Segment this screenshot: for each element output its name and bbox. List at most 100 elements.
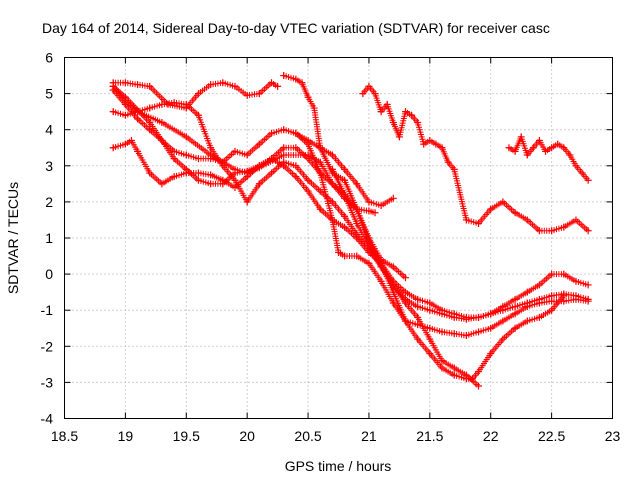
data-point [462,216,470,224]
data-point [395,133,403,141]
data-point [389,288,397,296]
data-point [255,180,263,188]
data-point [109,86,117,94]
data-point [328,151,336,159]
data-point [127,137,135,145]
data-point [389,194,397,202]
data-point [450,330,458,338]
data-point [523,216,531,224]
data-point [328,180,336,188]
data-point [341,176,349,184]
data-point [511,303,519,311]
data-point [243,173,251,181]
x-tick-label: 20 [239,428,255,444]
data-point [304,93,312,101]
data-point [487,350,495,358]
data-point [158,137,166,145]
data-point [499,198,507,206]
data-point [353,234,361,242]
data-point [462,313,470,321]
data-point [341,191,349,199]
series-track-i [328,165,568,383]
data-marker-run [548,224,565,234]
data-point [365,82,373,90]
data-point [450,371,458,379]
data-point [487,324,495,332]
data-marker-run [195,170,212,178]
data-point [529,144,537,152]
data-point [328,216,336,224]
data-point [548,227,556,235]
data-marker-run [463,329,480,339]
data-point [450,310,458,318]
data-point [408,111,416,119]
data-point [365,198,373,206]
data-point [231,176,239,184]
data-point [170,155,178,163]
data-marker-run [134,81,151,89]
data-marker-run [244,91,260,99]
data-point [341,212,349,220]
data-point [548,270,556,278]
data-point [414,303,422,311]
data-point [414,295,422,303]
data-point [475,368,483,376]
data-point [170,147,178,155]
data-point [499,335,507,343]
x-tick-label: 20.5 [294,428,321,444]
data-point [255,140,263,148]
data-point [328,198,336,206]
data-point [219,176,227,184]
data-point [353,252,361,260]
data-point [298,79,306,87]
data-marker-run [439,328,455,337]
data-marker-run [146,102,163,111]
data-point [535,137,543,145]
data-point [371,90,379,98]
data-point [584,297,592,305]
data-point [511,310,519,318]
data-point [511,295,519,303]
data-point [584,227,592,235]
data-point [365,248,373,256]
data-point [292,173,300,181]
data-point [548,144,556,152]
data-point [170,99,178,107]
data-point [219,162,227,170]
data-point [438,357,446,365]
data-point [353,220,361,228]
data-point [499,303,507,311]
plot-frame [64,57,613,419]
data-point [274,82,282,90]
data-point [389,118,397,126]
data-point [170,173,178,181]
data-point [572,216,580,224]
data-point [146,82,154,90]
data-point [194,169,202,177]
data-point [414,118,422,126]
data-point [475,313,483,321]
data-point [243,151,251,159]
data-point [121,111,129,119]
data-point [487,205,495,213]
data-point [426,299,434,307]
data-point [487,310,495,318]
data-point [420,140,428,148]
data-point [353,180,361,188]
data-point [109,108,117,116]
data-point [243,91,251,99]
data-point [207,180,215,188]
data-point [231,183,239,191]
data-point [335,248,342,256]
y-tick-label: -3 [41,374,54,390]
chart-title: Day 164 of 2014, Sidereal Day-to-day VTE… [42,20,550,36]
data-point [146,104,154,112]
data-point [255,90,263,98]
data-point [426,350,434,358]
data-point [231,82,239,90]
series-track-h [292,129,592,339]
data-point [109,144,117,152]
data-point [207,171,215,179]
data-marker-run [122,79,139,88]
